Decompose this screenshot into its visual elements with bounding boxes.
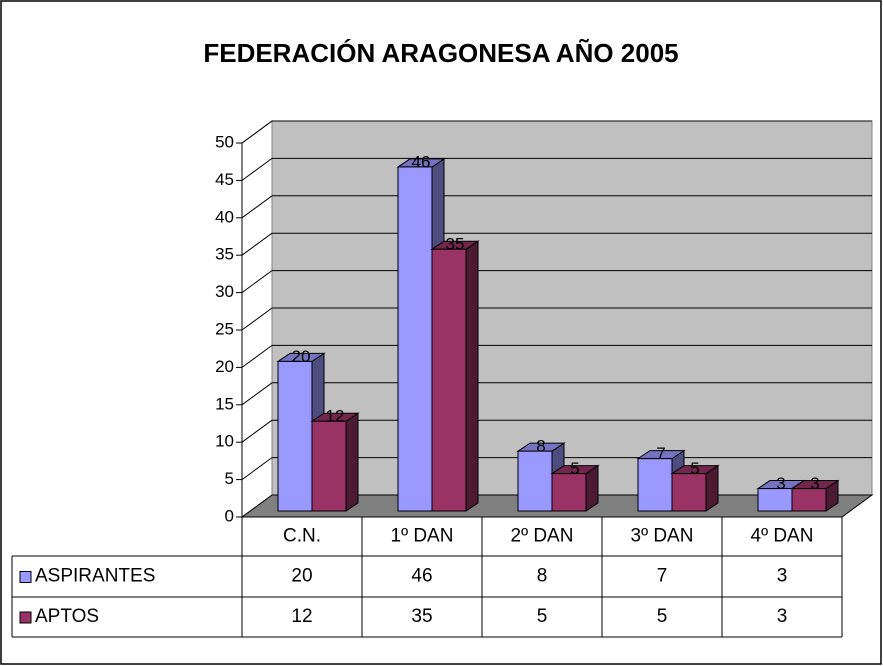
bar: [431, 248, 467, 512]
y-tick-label: 45: [215, 170, 234, 189]
y-tick-label: 30: [215, 282, 234, 301]
bar: [791, 488, 827, 512]
y-tick-label: 50: [215, 132, 234, 151]
table-cell: 3: [777, 566, 788, 587]
y-tick-label: 5: [225, 469, 234, 488]
data-label: 5: [570, 459, 579, 478]
table-cell: 8: [537, 566, 548, 587]
bar: [397, 166, 433, 512]
x-tick-label: 1º DAN: [391, 526, 454, 547]
chart-title: FEDERACIÓN ARAGONESA AÑO 2005: [203, 38, 678, 68]
y-tick-label: 25: [215, 319, 234, 338]
bar: [637, 458, 673, 512]
y-tick-label: 15: [215, 394, 234, 413]
table-cell: 46: [411, 566, 432, 587]
y-tick-label: 20: [215, 357, 234, 376]
grid-line: [241, 344, 273, 368]
x-tick-label: 2º DAN: [511, 526, 574, 547]
bar-side: [345, 412, 359, 512]
y-tick-label: 0: [225, 506, 234, 525]
grid-line: [241, 382, 273, 406]
table-cell: 12: [291, 606, 312, 627]
grid-line: [241, 457, 273, 481]
table-cell: 3: [777, 606, 788, 627]
y-tick-label: 10: [215, 432, 234, 451]
bar-side: [465, 240, 479, 512]
data-label: 3: [810, 474, 819, 493]
data-label: 5: [690, 459, 699, 478]
legend-label: ASPIRANTES: [35, 566, 155, 587]
table-cell: 35: [411, 606, 432, 627]
bar: [517, 450, 553, 512]
grid-line: [241, 270, 273, 294]
data-label: 3: [776, 474, 785, 493]
x-tick-label: 4º DAN: [751, 526, 814, 547]
bar: [671, 473, 707, 512]
grid-line: [241, 419, 273, 443]
table-cell: 20: [291, 566, 312, 587]
legend-key: [19, 611, 32, 624]
data-label: 12: [326, 407, 345, 426]
bar: [311, 420, 347, 512]
data-label: 20: [292, 347, 311, 366]
x-tick-label: C.N.: [283, 526, 321, 547]
grid-line: [241, 120, 273, 144]
bar: [551, 473, 587, 512]
y-tick-label: 40: [215, 207, 234, 226]
x-tick-label: 3º DAN: [631, 526, 694, 547]
data-label: 8: [536, 437, 545, 456]
bar: [757, 488, 793, 512]
legend-key: [19, 571, 32, 583]
grid-line: [241, 157, 273, 181]
grid-line: [241, 195, 273, 219]
legend-label: APTOS: [35, 606, 99, 627]
grid-line: [241, 232, 273, 256]
table-cell: 5: [657, 606, 668, 627]
data-label: 7: [656, 444, 665, 463]
data-label: 35: [446, 235, 465, 254]
table-cell: 7: [657, 566, 668, 587]
grid-line: [241, 307, 273, 331]
table-cell: 5: [537, 606, 548, 627]
y-tick-label: 35: [215, 245, 234, 264]
bar: [277, 360, 313, 512]
data-label: 46: [412, 152, 431, 171]
